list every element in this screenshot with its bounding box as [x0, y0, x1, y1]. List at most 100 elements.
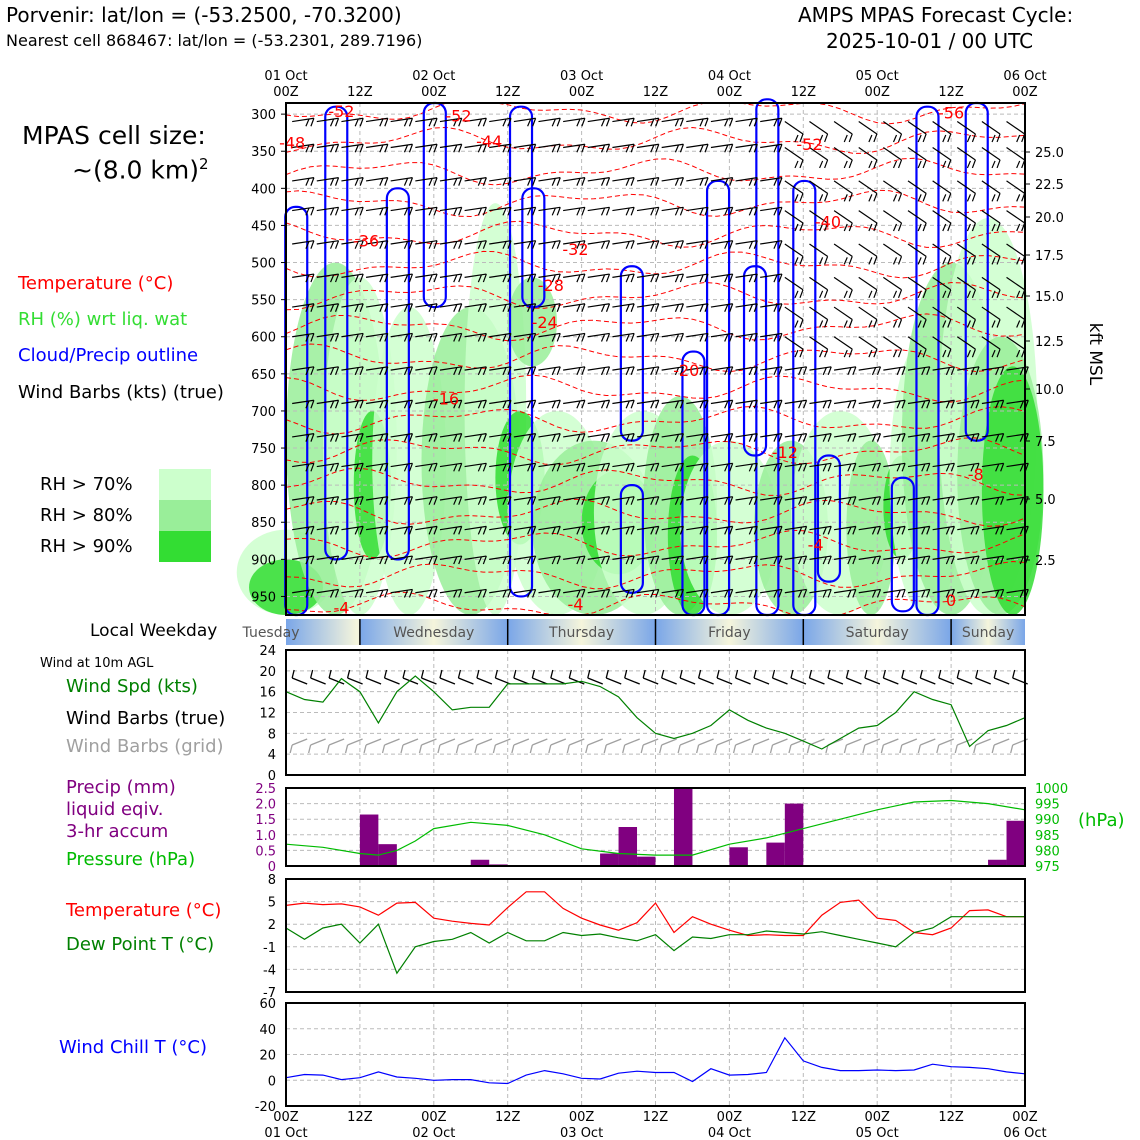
- precip-bar: [784, 803, 804, 866]
- wind-barb: [932, 306, 952, 320]
- kft-axis-label: kft MSL: [1085, 323, 1105, 386]
- wind-barb-flag: [359, 526, 364, 535]
- wind-barb-flag: [945, 434, 950, 442]
- wind-barb-flag: [532, 118, 537, 127]
- wind-barb-flag: [748, 241, 753, 249]
- true-wind-barb: [310, 677, 326, 685]
- wind-barb-flag: [655, 496, 660, 505]
- wind-barb-flag: [433, 463, 438, 472]
- wind-barb-flag: [600, 367, 606, 376]
- wind-barb-flag: [625, 464, 630, 472]
- wind-barb-flag: [852, 526, 857, 535]
- bottom-date-label: 03 Oct: [560, 1126, 603, 1140]
- true-wind-barb-flag: [956, 669, 960, 679]
- wind-barb-flag: [966, 290, 971, 299]
- wind-barb: [932, 433, 955, 438]
- wind-barb-flag: [408, 207, 414, 216]
- pressure-tick-label: 1000: [1035, 782, 1068, 797]
- wind-barb-flag: [1016, 223, 1021, 232]
- wind-barb: [612, 555, 635, 560]
- wind-barb-flag: [852, 496, 857, 505]
- wind-barb-flag: [873, 222, 878, 232]
- wind-barb: [513, 117, 536, 123]
- wind-barb-flag: [704, 303, 709, 312]
- wind-spd-label: Wind Spd (kts): [66, 676, 198, 697]
- wind-barb: [464, 399, 487, 405]
- wind-barb: [784, 306, 804, 320]
- wind-barb-flag: [819, 257, 824, 265]
- wind-barb-flag: [551, 208, 556, 216]
- wind-barb-flag: [581, 207, 586, 216]
- wind-barb: [390, 399, 413, 405]
- wind-barb-flag: [942, 320, 947, 328]
- wind-barb: [981, 276, 1001, 291]
- grid-wind-barb-flag: [622, 744, 626, 754]
- top-date-label: 03 Oct: [560, 69, 603, 84]
- wind-barb-flag: [674, 590, 679, 598]
- wind-barb: [612, 240, 635, 245]
- wind-barb-flag: [576, 208, 581, 216]
- wind-barb: [587, 433, 610, 438]
- bottom-time-tick-label: 00Z: [717, 1110, 743, 1125]
- true-wind-barb-flag: [550, 669, 554, 679]
- wind-barb-flag: [975, 555, 980, 565]
- wind-barb-flag: [873, 289, 878, 299]
- wind-barb-flag: [970, 464, 975, 472]
- wind-barb-flag: [576, 144, 581, 153]
- grid-wind-barb-flag: [511, 744, 515, 754]
- wind-barb-flag: [922, 319, 927, 328]
- wind-barb-flag: [655, 118, 660, 127]
- wind-barb: [809, 496, 832, 501]
- wind-barb-flag: [674, 274, 679, 283]
- wind-barb: [489, 555, 512, 560]
- true-wind-barb-flag: [697, 669, 702, 679]
- wind-barb: [390, 303, 413, 308]
- wind-barbs-true-label: Wind Barbs (true): [66, 708, 226, 729]
- grid-wind-barb: [458, 738, 474, 746]
- wind-barb-flag: [482, 400, 487, 409]
- wind-barb-flag: [527, 590, 532, 598]
- wind-barb-flag: [600, 527, 606, 535]
- wind-barb-flag: [819, 223, 824, 232]
- wind-barb-flag: [354, 527, 359, 535]
- wind-barb-flag: [556, 526, 561, 535]
- panel-frame: [285, 878, 1026, 993]
- wind-barb: [981, 180, 1001, 194]
- wind-barb: [538, 525, 561, 531]
- wind-barb: [538, 555, 561, 560]
- wind-barb: [735, 399, 758, 405]
- wind-barb-flag: [359, 366, 364, 376]
- wind-barb-flag: [600, 178, 606, 186]
- wind-barb: [735, 525, 758, 531]
- wind-barb: [686, 206, 709, 212]
- wind-barb-flag: [453, 464, 458, 472]
- wind-barb-flag: [699, 208, 704, 216]
- wind-barb: [513, 462, 536, 468]
- cloud-outline: [816, 454, 842, 583]
- wind-barb: [636, 525, 659, 531]
- wind-barb-flag: [334, 526, 340, 535]
- true-wind-barb: [901, 677, 918, 685]
- wind-barb-flag: [625, 590, 630, 598]
- wind-barb-flag: [551, 367, 556, 376]
- true-wind-barb-flag: [624, 669, 628, 679]
- wind-barb-flag: [991, 290, 996, 299]
- wind-barb: [661, 433, 684, 438]
- wind-barb: [1006, 147, 1026, 161]
- wind-barb-flag: [453, 304, 458, 313]
- wind-barb-flag: [458, 303, 463, 312]
- wind-barb: [513, 332, 536, 338]
- wind-barb-flag: [354, 178, 359, 186]
- wind-barb-flag: [966, 160, 971, 169]
- wind-barb-flag: [581, 555, 586, 565]
- rh-80-swatch: [159, 500, 211, 531]
- grid-wind-barb-flag: [418, 744, 423, 754]
- wind-barb: [858, 525, 881, 531]
- kft-tick-label: 2.5: [1035, 554, 1056, 569]
- wind-barb-flag: [778, 526, 783, 535]
- wind-barb-flag: [650, 527, 655, 535]
- wind-barb-flag: [354, 556, 359, 565]
- wind-barb-flag: [868, 194, 873, 202]
- wind-barb: [1006, 121, 1026, 135]
- wind-barb-flag: [502, 304, 507, 313]
